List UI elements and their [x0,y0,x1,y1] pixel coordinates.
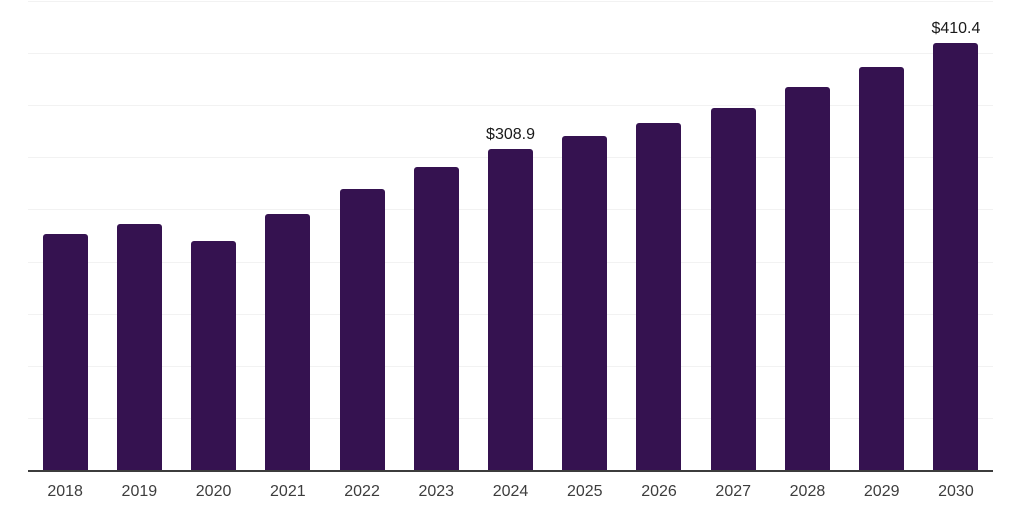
x-tick-2021: 2021 [270,483,306,500]
x-tick-2028: 2028 [789,483,826,500]
x-tick-2030: 2030 [938,483,974,500]
x-tick-2019: 2019 [121,483,158,500]
bar-slot-2022 [325,2,399,471]
x-tick-2022: 2022 [344,483,380,500]
bar-2028 [784,87,830,471]
bar-slot-2030: $410.4 [919,2,993,471]
bar-2025 [562,136,608,471]
x-tick-2026: 2026 [641,483,677,500]
bar-slot-2023 [399,2,473,471]
bar-2022 [339,188,385,471]
bar-2029 [859,66,905,471]
bar-slot-2029 [845,2,919,471]
plot-area: $308.9 $410.4 [28,1,993,472]
x-tick-2025: 2025 [566,483,603,500]
gridline-450 [28,1,993,2]
bar-slot-2021 [251,2,325,471]
bar-slot-2025 [548,2,622,471]
gridline-350 [28,105,993,107]
bar-slot-2020 [176,2,250,471]
x-tick-2023: 2023 [418,483,455,500]
bar-2027 [710,108,756,471]
bar-slot-2028 [770,2,844,471]
x-tick-2020: 2020 [195,483,232,500]
bar-slot-2018 [28,2,102,471]
x-tick-2027: 2027 [715,483,752,500]
bar-slot-2024: $308.9 [473,2,547,471]
bar-2023 [413,166,459,471]
bars: $308.9 $410.4 [28,2,993,471]
bar-2021 [265,213,311,471]
x-tick-2024: 2024 [492,483,529,500]
bar-slot-2027 [696,2,770,471]
bar-2020 [191,240,237,471]
bar-2030 [933,43,979,471]
x-tick-2029: 2029 [863,483,900,500]
x-axis-labels: 2018 2019 2020 2021 2022 2023 2024 2025 2026 2027… [28,483,993,500]
bar-2026 [636,122,682,471]
bar-2024 [488,149,534,471]
value-label-2024: $308.9 [486,126,535,144]
bar-2019 [116,224,162,471]
x-axis-line [28,470,993,472]
gridline-400 [28,53,993,55]
x-tick-2018: 2018 [47,483,83,500]
bar-slot-2026 [622,2,696,471]
bar-slot-2019 [102,2,176,471]
bar-2018 [42,234,88,471]
value-label-2030: $410.4 [931,20,981,38]
